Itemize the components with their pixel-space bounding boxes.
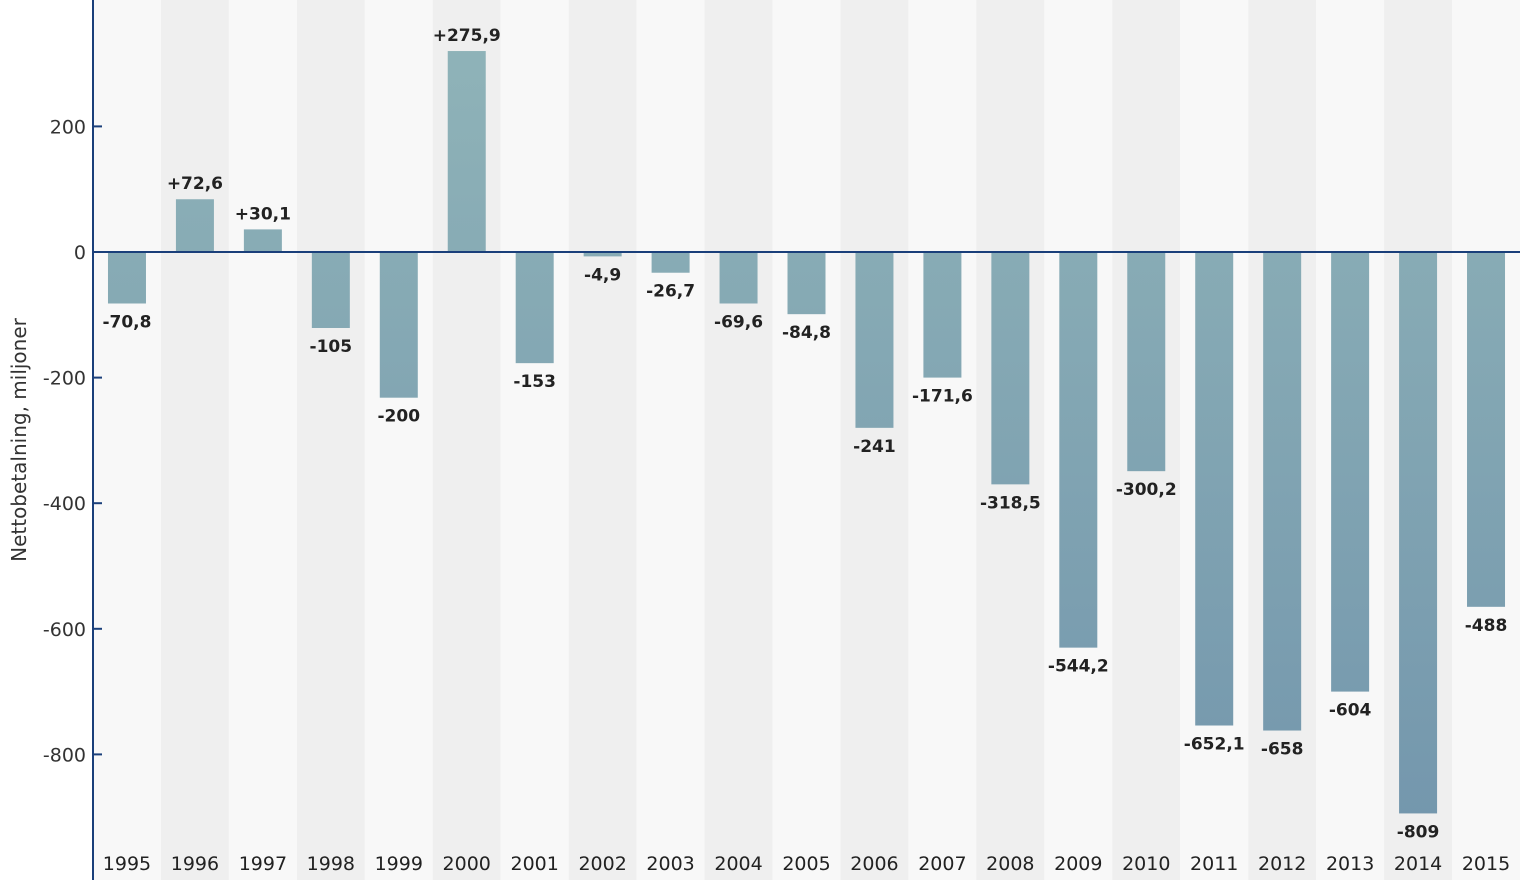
y-tick-label: -800 (43, 744, 86, 766)
column-bands (93, 0, 1520, 880)
data-label-2013: -604 (1329, 701, 1372, 721)
data-label-2012: -658 (1261, 740, 1304, 760)
data-label-1996: +72,6 (167, 174, 223, 194)
x-tick-label-2012: 2012 (1258, 853, 1306, 875)
data-label-2003: -26,7 (646, 282, 695, 302)
data-label-2007: -171,6 (912, 387, 973, 407)
bar-1999 (379, 252, 418, 398)
y-tick-label: 0 (74, 242, 86, 264)
x-tick-label-1999: 1999 (375, 853, 423, 875)
column-band (296, 0, 365, 880)
bar-2000 (447, 51, 486, 252)
bar-2003 (651, 252, 690, 273)
data-label-2009: -544,2 (1048, 657, 1109, 677)
column-band (636, 0, 705, 880)
data-label-2015: -488 (1465, 616, 1508, 636)
x-tick-label-1996: 1996 (171, 853, 219, 875)
data-label-1997: +30,1 (235, 204, 291, 224)
bar-2002 (583, 252, 622, 257)
bar-2006 (855, 252, 894, 428)
bar-2012 (1263, 252, 1302, 731)
column-band (93, 0, 161, 880)
bar-1998 (311, 252, 350, 328)
x-tick-label-2015: 2015 (1462, 853, 1510, 875)
x-tick-label-2008: 2008 (986, 853, 1034, 875)
bar-2010 (1127, 252, 1166, 472)
data-label-2011: -652,1 (1184, 735, 1245, 755)
x-tick-label-2002: 2002 (578, 853, 626, 875)
x-tick-label-2004: 2004 (714, 853, 762, 875)
bar-2004 (719, 252, 758, 304)
column-band (840, 0, 909, 880)
bar-2009 (1059, 252, 1098, 648)
column-band (908, 0, 977, 880)
data-label-1995: -70,8 (102, 312, 151, 332)
column-band (772, 0, 841, 880)
x-tick-label-2001: 2001 (511, 853, 559, 875)
x-tick-label-2009: 2009 (1054, 853, 1102, 875)
data-label-2008: -318,5 (980, 493, 1041, 513)
column-band (704, 0, 773, 880)
bars (107, 51, 1506, 814)
bar-2008 (991, 252, 1030, 485)
data-label-2000: +275,9 (433, 26, 501, 46)
data-label-2001: -153 (513, 372, 556, 392)
column-band (568, 0, 637, 880)
bar-2013 (1331, 252, 1370, 692)
x-tick-label-2013: 2013 (1326, 853, 1374, 875)
data-label-2005: -84,8 (782, 323, 831, 343)
data-label-2006: -241 (853, 437, 896, 457)
data-label-2014: -809 (1397, 822, 1440, 842)
data-label-2010: -300,2 (1116, 480, 1177, 500)
bar-2001 (515, 252, 554, 364)
column-band (364, 0, 433, 880)
bar-1997 (243, 229, 282, 252)
bar-1996 (175, 199, 214, 252)
x-tick-label-2014: 2014 (1394, 853, 1442, 875)
data-label-2002: -4,9 (584, 265, 621, 285)
y-tick-label: -200 (43, 368, 86, 390)
data-label-1999: -200 (378, 407, 421, 427)
y-tick-label: -600 (43, 619, 86, 641)
labels: -70,8 1995 +72,6 1996 +30,1 1997 -105 1998 -200 1… (43, 26, 1510, 875)
x-tick-label-2005: 2005 (782, 853, 830, 875)
column-band (500, 0, 569, 880)
x-tick-label-2010: 2010 (1122, 853, 1170, 875)
x-tick-label-1995: 1995 (103, 853, 151, 875)
x-tick-label-2011: 2011 (1190, 853, 1238, 875)
y-tick-label: 200 (50, 116, 86, 138)
x-tick-label-2003: 2003 (646, 853, 694, 875)
data-label-2004: -69,6 (714, 312, 763, 332)
x-tick-label-1998: 1998 (307, 853, 355, 875)
column-band (160, 0, 229, 880)
axes (92, 0, 1520, 880)
bar-2007 (923, 252, 962, 378)
bar-2005 (787, 252, 826, 315)
bar-2015 (1467, 252, 1506, 607)
x-tick-label-2007: 2007 (918, 853, 966, 875)
x-tick-label-1997: 1997 (239, 853, 287, 875)
x-tick-label-2006: 2006 (850, 853, 898, 875)
bar-2014 (1399, 252, 1438, 814)
column-band (228, 0, 297, 880)
bar-2011 (1195, 252, 1234, 726)
x-tick-label-2000: 2000 (443, 853, 491, 875)
y-axis-title: Nettobetalning, miljoner (7, 317, 31, 562)
data-label-1998: -105 (310, 337, 353, 357)
bar-1995 (107, 252, 146, 304)
y-tick-label: -400 (43, 493, 86, 515)
